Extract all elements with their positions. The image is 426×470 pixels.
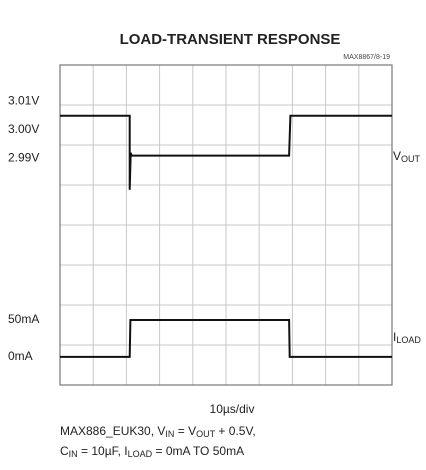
caption-line: CIN = 10µF, ILOAD = 0mA TO 50mA xyxy=(60,444,244,459)
trace xyxy=(60,114,392,190)
caption-text: = 0mA TO 50mA xyxy=(152,444,244,458)
caption-text: C xyxy=(60,444,69,458)
caption-text: + 0.5V, xyxy=(215,424,256,438)
caption-subscript: IN xyxy=(69,449,78,459)
caption-text: MAX886_EUK30, V xyxy=(60,424,165,438)
caption-subscript: IN xyxy=(165,429,174,439)
figure-id: MAX8867/8-19 xyxy=(343,54,390,61)
caption-text: = 10µF, I xyxy=(78,444,128,458)
y-tick-label: 3.00V xyxy=(8,122,39,136)
caption-text: = V xyxy=(174,424,196,438)
y-tick-label: 3.01V xyxy=(8,94,39,108)
caption-subscript: LOAD xyxy=(128,449,153,459)
trace xyxy=(60,319,392,358)
y2-tick-label: 0mA xyxy=(8,349,33,363)
caption-subscript: OUT xyxy=(196,429,216,439)
x-axis-label: 10µs/div xyxy=(210,402,255,416)
caption-line: MAX886_EUK30, VIN = VOUT + 0.5V, xyxy=(60,424,256,439)
plot-frame xyxy=(59,64,393,386)
y2-tick-label: 50mA xyxy=(8,312,39,326)
chart-title: LOAD-TRANSIENT RESPONSE xyxy=(120,31,341,48)
y-tick-label: 2.99V xyxy=(8,151,39,165)
legend-label: ILOAD xyxy=(393,330,421,345)
legend-label: VOUT xyxy=(393,149,421,164)
